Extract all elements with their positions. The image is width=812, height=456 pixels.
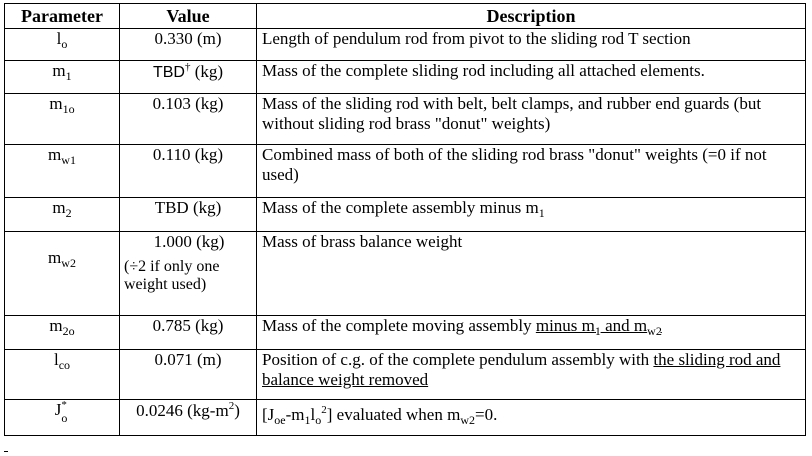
param-cell: m1o bbox=[4, 93, 120, 145]
parameter-table: Parameter Value Description lo 0.330 (m)… bbox=[4, 3, 806, 436]
description-cell: Mass of brass balance weight bbox=[256, 231, 806, 316]
description-cell: Mass of the complete moving assembly min… bbox=[256, 315, 806, 350]
description-cell: Mass of the sliding rod with belt, belt … bbox=[256, 93, 806, 145]
table-row: m1o 0.103 (kg) Mass of the sliding rod w… bbox=[4, 93, 806, 145]
table-row: lco 0.071 (m) Position of c.g. of the co… bbox=[4, 349, 806, 400]
header-row: Parameter Value Description bbox=[4, 3, 806, 29]
param-cell: m2o bbox=[4, 315, 120, 350]
description-cell: Position of c.g. of the complete pendulu… bbox=[256, 349, 806, 400]
header-description: Description bbox=[256, 3, 806, 29]
footnote-mark bbox=[4, 451, 8, 452]
value-cell: 0.0246 (kg-m2) bbox=[119, 399, 257, 436]
table-row: J * o 0.0246 (kg-m2) [Joe-m1lo2] evaluated… bbox=[4, 399, 806, 436]
param-cell: m1 bbox=[4, 60, 120, 94]
description-cell: Length of pendulum rod from pivot to the… bbox=[256, 28, 806, 61]
value-cell: 0.110 (kg) bbox=[119, 144, 257, 198]
table-row: m1 TBD† (kg) Mass of the complete slidin… bbox=[4, 60, 806, 94]
value-cell: 0.071 (m) bbox=[119, 349, 257, 400]
value-cell: TBD (kg) bbox=[119, 197, 257, 232]
parameter-table-container: Parameter Value Description lo 0.330 (m)… bbox=[4, 3, 806, 436]
param-cell: J * o bbox=[4, 399, 120, 436]
value-cell: 0.103 (kg) bbox=[119, 93, 257, 145]
table-row: m2o 0.785 (kg) Mass of the complete movi… bbox=[4, 315, 806, 350]
value-cell: TBD† (kg) bbox=[119, 60, 257, 94]
table-row: mw1 0.110 (kg) Combined mass of both of … bbox=[4, 144, 806, 198]
description-cell: Mass of the complete sliding rod includi… bbox=[256, 60, 806, 94]
value-cell: 1.000 (kg) (÷2 if only one weight used) bbox=[119, 231, 257, 316]
description-cell: [Joe-m1lo2] evaluated when mw2=0. bbox=[256, 399, 806, 436]
description-cell: Combined mass of both of the sliding rod… bbox=[256, 144, 806, 198]
value-note: (÷2 if only one weight used) bbox=[124, 258, 220, 293]
header-value: Value bbox=[119, 3, 257, 29]
description-cell: Mass of the complete assembly minus m1 bbox=[256, 197, 806, 232]
param-cell: mw2 bbox=[4, 231, 120, 316]
table-row: m2 TBD (kg) Mass of the complete assembl… bbox=[4, 197, 806, 232]
param-cell: m2 bbox=[4, 197, 120, 232]
header-parameter: Parameter bbox=[4, 3, 120, 29]
param-cell: lco bbox=[4, 349, 120, 400]
table-row: lo 0.330 (m) Length of pendulum rod from… bbox=[4, 28, 806, 61]
dagger-footnote-mark: † bbox=[184, 61, 191, 73]
param-cell: mw1 bbox=[4, 144, 120, 198]
value-cell: 0.330 (m) bbox=[119, 28, 257, 61]
param-cell: lo bbox=[4, 28, 120, 61]
table-row: mw2 1.000 (kg) (÷2 if only one weight use… bbox=[4, 231, 806, 316]
value-cell: 0.785 (kg) bbox=[119, 315, 257, 350]
